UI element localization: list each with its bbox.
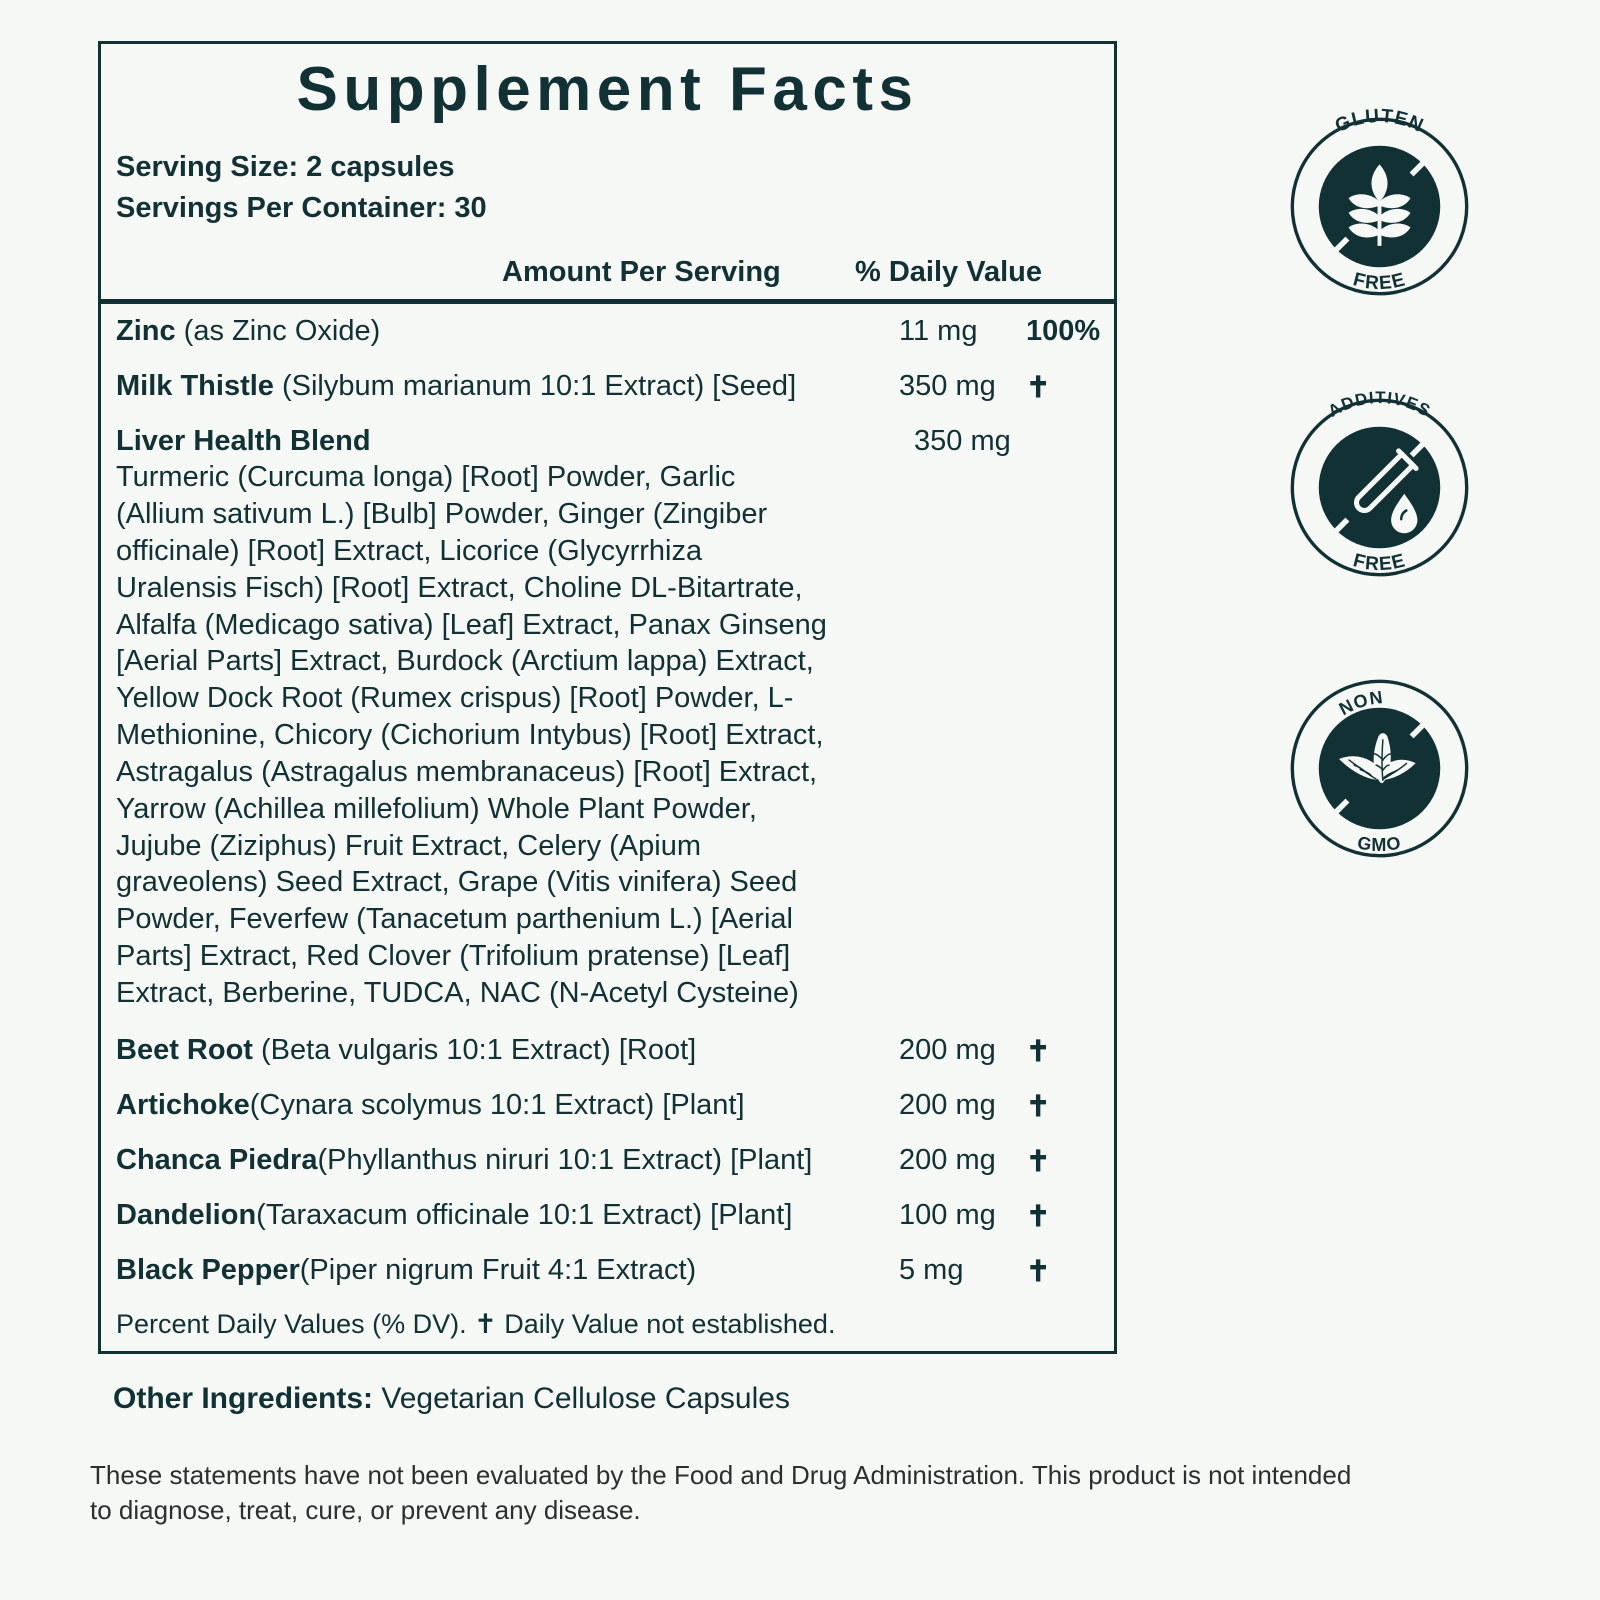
- svg-text:GLUTEN: GLUTEN: [1332, 106, 1427, 137]
- svg-text:ADDITIVES: ADDITIVES: [1325, 388, 1434, 421]
- svg-text:GMO: GMO: [1356, 832, 1403, 855]
- svg-text:FREE: FREE: [1351, 550, 1408, 575]
- svg-text:FREE: FREE: [1351, 269, 1408, 294]
